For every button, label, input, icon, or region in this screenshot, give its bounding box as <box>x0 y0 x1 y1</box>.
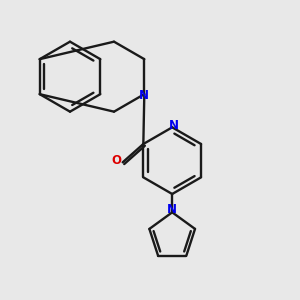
Text: N: N <box>169 119 179 132</box>
Text: O: O <box>111 154 121 167</box>
Text: N: N <box>139 89 149 102</box>
Text: N: N <box>167 203 177 216</box>
